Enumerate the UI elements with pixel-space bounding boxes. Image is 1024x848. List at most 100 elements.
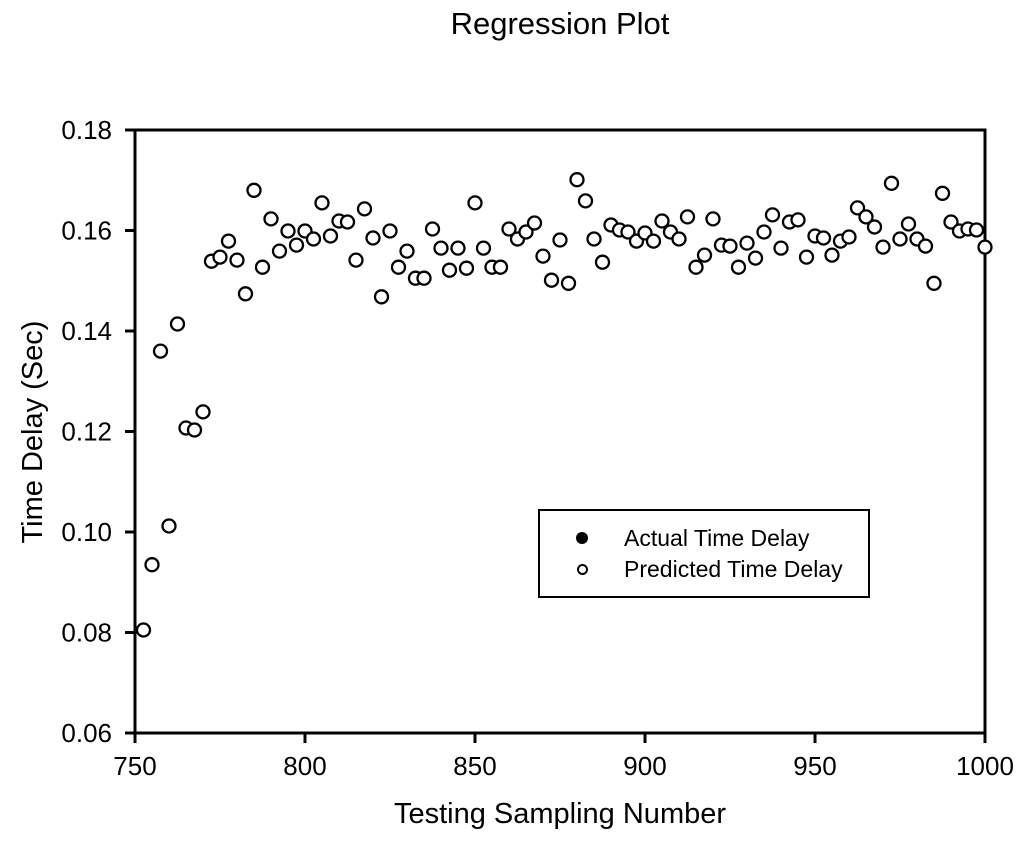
data-point bbox=[688, 259, 704, 275]
y-tick-label: 0.18 bbox=[61, 115, 112, 145]
data-point bbox=[280, 223, 296, 239]
data-point bbox=[756, 224, 772, 240]
data-point bbox=[518, 224, 534, 240]
data-point bbox=[356, 201, 373, 217]
data-point bbox=[705, 211, 721, 227]
data-point bbox=[152, 343, 169, 359]
data-point bbox=[875, 239, 891, 255]
data-point bbox=[552, 232, 568, 248]
data-point bbox=[798, 249, 815, 265]
x-tick-label: 900 bbox=[623, 751, 666, 781]
data-point bbox=[739, 235, 755, 251]
data-point bbox=[671, 231, 687, 247]
x-tick-label: 750 bbox=[113, 751, 156, 781]
filled-circle-icon bbox=[540, 532, 624, 544]
data-point bbox=[161, 518, 177, 534]
data-point bbox=[943, 214, 959, 230]
data-point bbox=[382, 223, 398, 239]
x-tick-label: 1000 bbox=[956, 751, 1014, 781]
data-point bbox=[416, 270, 432, 286]
data-point bbox=[560, 275, 577, 291]
data-point bbox=[977, 239, 993, 255]
x-tick-label: 800 bbox=[283, 751, 326, 781]
data-point bbox=[305, 231, 322, 247]
data-point bbox=[263, 211, 279, 227]
data-point bbox=[790, 212, 806, 228]
data-point bbox=[764, 207, 781, 223]
data-point bbox=[543, 272, 560, 288]
data-point bbox=[849, 200, 866, 216]
data-point bbox=[620, 224, 636, 240]
data-point bbox=[773, 240, 789, 256]
data-point bbox=[577, 193, 594, 209]
y-tick-label: 0.10 bbox=[61, 517, 112, 547]
data-point bbox=[254, 259, 271, 275]
data-point bbox=[594, 254, 611, 270]
legend-item-actual: Actual Time Delay bbox=[540, 523, 868, 554]
data-point bbox=[645, 233, 662, 249]
data-point bbox=[824, 247, 840, 263]
legend: Actual Time Delay Predicted Time Delay bbox=[538, 509, 870, 598]
data-point bbox=[186, 422, 203, 438]
data-point bbox=[220, 233, 237, 249]
data-point bbox=[144, 557, 160, 573]
data-point bbox=[441, 262, 458, 278]
data-point bbox=[679, 209, 696, 225]
x-tick-label: 850 bbox=[453, 751, 496, 781]
data-point bbox=[424, 221, 441, 237]
data-point bbox=[892, 231, 908, 247]
data-point bbox=[237, 286, 254, 302]
data-point bbox=[339, 214, 356, 230]
data-point bbox=[246, 182, 262, 198]
open-circle-icon bbox=[540, 563, 624, 575]
data-point bbox=[535, 248, 551, 264]
data-point bbox=[526, 215, 543, 231]
data-point bbox=[747, 250, 764, 266]
data-point bbox=[450, 240, 466, 256]
data-point bbox=[866, 219, 883, 235]
y-tick-label: 0.12 bbox=[61, 417, 112, 447]
data-point bbox=[501, 221, 517, 237]
y-tick-label: 0.14 bbox=[61, 316, 112, 346]
data-point bbox=[433, 240, 449, 256]
data-point bbox=[169, 316, 186, 332]
data-point bbox=[586, 231, 602, 247]
legend-item-predicted: Predicted Time Delay bbox=[540, 554, 868, 585]
data-point bbox=[458, 260, 475, 276]
data-point bbox=[314, 195, 330, 211]
data-point bbox=[934, 185, 951, 201]
x-axis-title: Testing Sampling Number bbox=[393, 798, 727, 830]
data-point bbox=[322, 228, 339, 244]
chart-title: Regression Plot bbox=[450, 6, 670, 41]
x-tick-label: 950 bbox=[793, 751, 836, 781]
data-point bbox=[730, 259, 747, 275]
data-point bbox=[271, 243, 288, 259]
data-point bbox=[135, 622, 152, 638]
data-point bbox=[467, 195, 483, 211]
data-point bbox=[492, 259, 509, 275]
data-point bbox=[365, 230, 381, 246]
data-point bbox=[968, 222, 985, 238]
data-point bbox=[373, 289, 390, 305]
y-axis-title: Time Delay (Sec) bbox=[17, 320, 49, 544]
data-point bbox=[399, 243, 415, 259]
data-point bbox=[195, 404, 211, 420]
data-point bbox=[926, 275, 942, 291]
data-point bbox=[917, 238, 934, 254]
data-point bbox=[815, 230, 832, 246]
data-point bbox=[475, 240, 492, 256]
data-point bbox=[858, 209, 874, 225]
data-point bbox=[722, 238, 738, 254]
data-point bbox=[390, 259, 407, 275]
plot-frame bbox=[133, 128, 987, 735]
data-point bbox=[348, 252, 364, 268]
y-tick-label: 0.08 bbox=[61, 618, 112, 648]
data-point bbox=[569, 172, 585, 188]
legend-label-predicted: Predicted Time Delay bbox=[624, 555, 843, 582]
data-point bbox=[212, 249, 228, 265]
data-point bbox=[229, 252, 245, 268]
data-point bbox=[288, 237, 305, 253]
y-tick-label: 0.16 bbox=[61, 216, 112, 246]
